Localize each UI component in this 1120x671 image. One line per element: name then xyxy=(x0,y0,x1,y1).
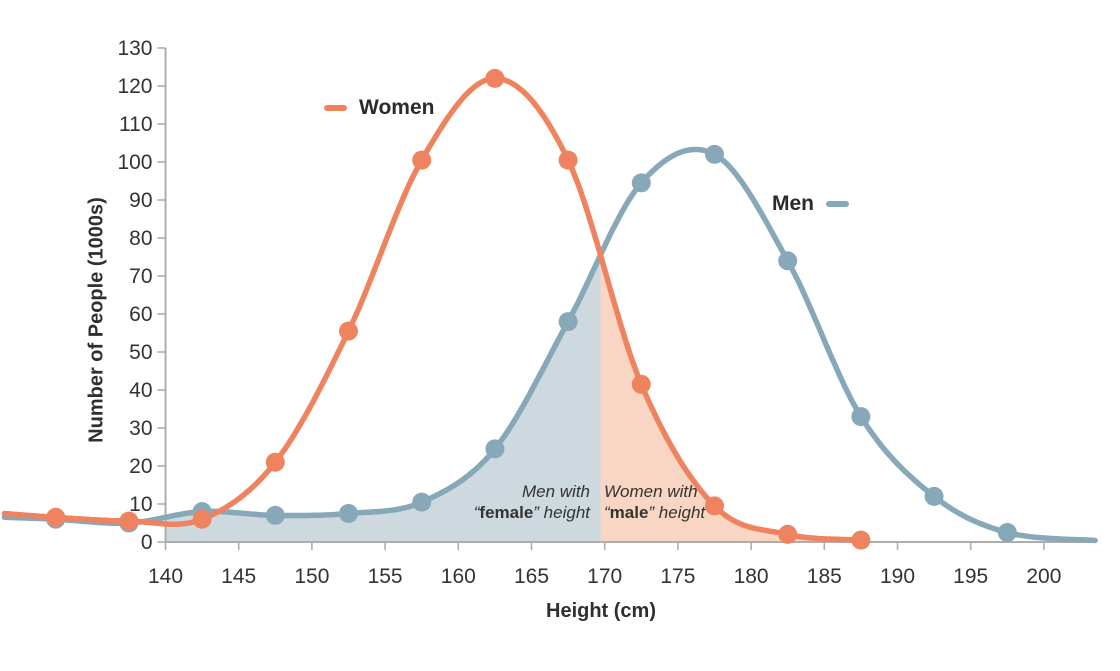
x-tick-label: 165 xyxy=(514,565,549,588)
women-data-point xyxy=(192,509,212,529)
men-legend-label: Men xyxy=(772,192,814,215)
women-data-point xyxy=(558,150,578,170)
annotation-line: “female” height xyxy=(473,503,590,522)
women-data-point xyxy=(851,530,871,550)
women-data-point xyxy=(485,68,505,88)
women-with-male-height-region xyxy=(600,255,861,542)
x-tick-label: 200 xyxy=(1026,565,1061,588)
annotation-women-with-male-height: Women with “male” height xyxy=(604,481,705,523)
x-tick-label: 160 xyxy=(441,565,476,588)
annotation-line: Men with xyxy=(521,482,590,501)
men-legend-dash-icon xyxy=(826,201,849,207)
men-data-point xyxy=(705,144,724,164)
x-tick-label: 170 xyxy=(587,565,622,588)
women-data-point xyxy=(265,452,285,472)
y-tick-label: 50 xyxy=(129,341,152,364)
x-tick-label: 195 xyxy=(953,565,988,588)
x-tick-label: 145 xyxy=(221,565,256,588)
x-tick-label: 140 xyxy=(148,565,183,588)
women-legend-dash-icon xyxy=(324,105,347,111)
y-tick-label: 0 xyxy=(141,531,153,554)
women-data-point xyxy=(631,374,651,394)
x-tick-label: 155 xyxy=(368,565,403,588)
women-legend-label: Women xyxy=(359,96,435,119)
women-data-point xyxy=(119,511,139,531)
y-tick-label: 100 xyxy=(117,151,152,174)
men-data-point xyxy=(558,312,578,332)
men-data-point xyxy=(339,504,358,523)
men-data-point xyxy=(778,251,798,271)
men-data-point xyxy=(412,492,432,512)
y-tick-label: 20 xyxy=(129,455,152,478)
women-data-point xyxy=(339,321,358,341)
x-tick-label: 180 xyxy=(734,565,769,588)
legend-women: Women xyxy=(324,96,434,120)
men-data-point xyxy=(631,173,651,193)
women-data-point xyxy=(778,524,798,544)
x-tick-label: 150 xyxy=(294,565,329,588)
women-data-point xyxy=(412,150,432,170)
women-data-point xyxy=(705,496,724,516)
x-axis-title: Height (cm) xyxy=(546,600,656,622)
men-data-point xyxy=(851,407,871,427)
annotation-line: Women with xyxy=(604,482,698,501)
annotation-line: “male” height xyxy=(604,503,706,522)
men-with-female-height-region xyxy=(165,255,601,542)
y-tick-label: 130 xyxy=(117,37,152,60)
men-data-point xyxy=(924,486,944,506)
y-tick-label: 90 xyxy=(129,189,152,212)
x-tick-label: 175 xyxy=(660,565,695,588)
y-tick-label: 110 xyxy=(119,113,152,136)
y-tick-label: 40 xyxy=(129,379,152,402)
men-data-point xyxy=(485,439,505,459)
y-axis-title: Number of People (1000s) xyxy=(85,197,108,443)
y-tick-label: 70 xyxy=(129,265,152,288)
y-tick-label: 10 xyxy=(129,493,152,516)
legend-men: Men xyxy=(772,192,849,216)
y-tick-label: 80 xyxy=(129,227,152,250)
men-data-point xyxy=(997,523,1017,542)
men-curve xyxy=(1,146,1098,544)
x-tick-label: 185 xyxy=(807,565,842,588)
y-tick-label: 120 xyxy=(117,75,152,98)
men-data-point xyxy=(265,505,285,525)
x-tick-label: 190 xyxy=(880,565,915,588)
y-tick-label: 30 xyxy=(129,417,152,440)
y-tick-label: 60 xyxy=(129,303,152,326)
women-data-point xyxy=(46,507,66,527)
annotation-men-with-female-height: Men with “female” height xyxy=(420,481,590,523)
